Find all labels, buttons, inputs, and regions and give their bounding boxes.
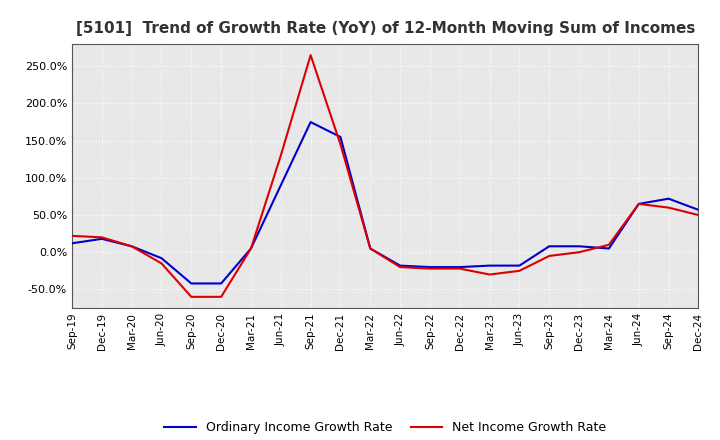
Ordinary Income Growth Rate <box>575 244 583 249</box>
Net Income Growth Rate <box>605 242 613 247</box>
Ordinary Income Growth Rate <box>545 244 554 249</box>
Ordinary Income Growth Rate <box>247 246 256 251</box>
Ordinary Income Growth Rate <box>217 281 225 286</box>
Net Income Growth Rate <box>456 266 464 271</box>
Ordinary Income Growth Rate <box>127 244 136 249</box>
Legend: Ordinary Income Growth Rate, Net Income Growth Rate: Ordinary Income Growth Rate, Net Income … <box>159 416 611 439</box>
Ordinary Income Growth Rate <box>485 263 494 268</box>
Title: [5101]  Trend of Growth Rate (YoY) of 12-Month Moving Sum of Incomes: [5101] Trend of Growth Rate (YoY) of 12-… <box>76 21 695 36</box>
Net Income Growth Rate <box>68 233 76 238</box>
Ordinary Income Growth Rate <box>187 281 196 286</box>
Ordinary Income Growth Rate <box>396 263 405 268</box>
Ordinary Income Growth Rate <box>634 201 643 206</box>
Net Income Growth Rate <box>217 294 225 300</box>
Net Income Growth Rate <box>426 266 434 271</box>
Ordinary Income Growth Rate <box>456 264 464 270</box>
Net Income Growth Rate <box>694 213 703 218</box>
Net Income Growth Rate <box>336 142 345 147</box>
Ordinary Income Growth Rate <box>366 246 374 251</box>
Ordinary Income Growth Rate <box>665 196 673 202</box>
Net Income Growth Rate <box>634 201 643 206</box>
Ordinary Income Growth Rate <box>306 119 315 125</box>
Net Income Growth Rate <box>97 235 106 240</box>
Ordinary Income Growth Rate <box>515 263 523 268</box>
Ordinary Income Growth Rate <box>694 207 703 213</box>
Ordinary Income Growth Rate <box>336 134 345 139</box>
Net Income Growth Rate <box>665 205 673 210</box>
Ordinary Income Growth Rate <box>97 236 106 242</box>
Line: Net Income Growth Rate: Net Income Growth Rate <box>72 55 698 297</box>
Ordinary Income Growth Rate <box>605 246 613 251</box>
Net Income Growth Rate <box>366 246 374 251</box>
Net Income Growth Rate <box>187 294 196 300</box>
Net Income Growth Rate <box>515 268 523 273</box>
Line: Ordinary Income Growth Rate: Ordinary Income Growth Rate <box>72 122 698 283</box>
Net Income Growth Rate <box>575 249 583 255</box>
Net Income Growth Rate <box>127 244 136 249</box>
Net Income Growth Rate <box>545 253 554 259</box>
Net Income Growth Rate <box>276 153 285 158</box>
Ordinary Income Growth Rate <box>276 183 285 188</box>
Net Income Growth Rate <box>485 272 494 277</box>
Ordinary Income Growth Rate <box>68 241 76 246</box>
Net Income Growth Rate <box>157 261 166 266</box>
Net Income Growth Rate <box>247 246 256 251</box>
Ordinary Income Growth Rate <box>157 256 166 261</box>
Net Income Growth Rate <box>396 264 405 270</box>
Ordinary Income Growth Rate <box>426 264 434 270</box>
Net Income Growth Rate <box>306 52 315 58</box>
